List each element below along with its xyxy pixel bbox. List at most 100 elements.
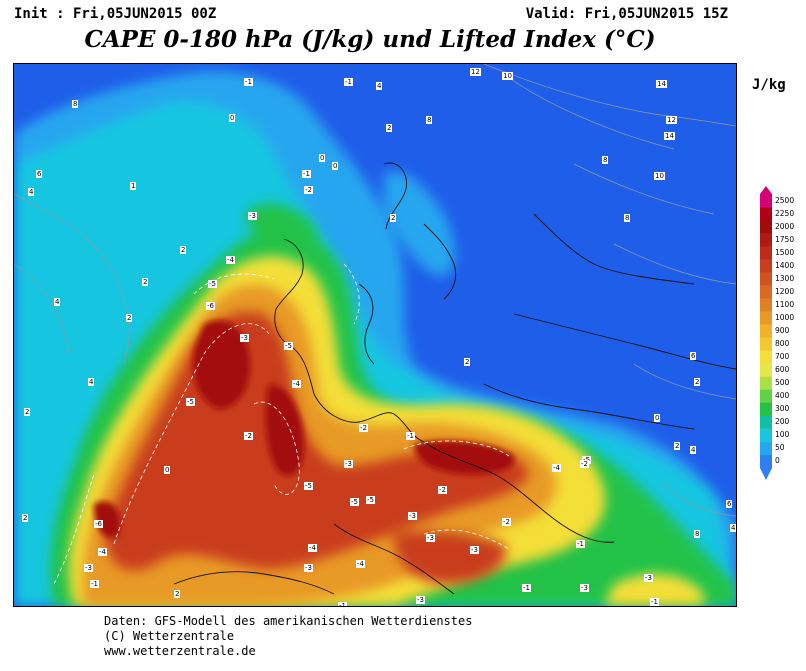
- legend-level-label: 0: [775, 456, 780, 466]
- legend-colorbar: [760, 186, 772, 480]
- li-label: -1: [244, 78, 253, 86]
- lifted-index-contours: [53, 263, 510, 585]
- cape-layer-dark: [94, 320, 515, 538]
- li-label: -3: [644, 574, 653, 582]
- li-label: 0: [654, 414, 661, 422]
- li-label: 4: [730, 524, 736, 532]
- li-label: -3: [84, 564, 93, 572]
- li-label: -1: [302, 170, 311, 178]
- legend-level-label: 600: [775, 365, 790, 375]
- li-label: 4: [376, 82, 383, 90]
- colorbar-swatch: [760, 441, 772, 456]
- colorbar-swatch: [760, 311, 772, 325]
- cape-map: -1 -1 0 0 -1 -2 -3 -4 -5 -6 -5 -4 -3 -2 -5 -6 -4 -3 -5 -4 -3…: [13, 63, 737, 607]
- li-label: -5: [350, 498, 359, 506]
- colorbar-cap-top: [760, 186, 772, 194]
- li-label: 2: [180, 246, 187, 254]
- li-label: 14: [656, 80, 667, 88]
- li-label: -5: [304, 482, 313, 490]
- legend-level-label: 1500: [775, 247, 795, 257]
- li-label: -4: [552, 464, 561, 472]
- footer: Daten: GFS-Modell des amerikanischen Wet…: [104, 614, 472, 659]
- footer-line1: Daten: GFS-Modell des amerikanischen Wet…: [104, 614, 473, 628]
- colorbar-swatch: [760, 233, 772, 247]
- colorbar-swatch: [760, 220, 772, 234]
- li-label: 6: [726, 500, 733, 508]
- li-label: 4: [54, 298, 61, 306]
- li-label: -3: [240, 334, 249, 342]
- legend-level-label: 200: [775, 417, 790, 427]
- legend-level-label: 2500: [775, 195, 795, 205]
- legend-level-label: 2250: [775, 208, 795, 218]
- colorbar-swatch: [760, 402, 772, 417]
- colorbar-swatch: [760, 350, 772, 365]
- li-label: 2: [126, 314, 133, 322]
- legend-level-label: 1200: [775, 286, 795, 296]
- li-label: 6: [36, 170, 43, 178]
- li-label: 2: [464, 358, 471, 366]
- li-label: 0: [332, 162, 339, 170]
- li-label: 4: [690, 446, 697, 454]
- li-label: 4: [28, 188, 35, 196]
- legend-level-label: 500: [775, 378, 790, 388]
- legend-level-label: 700: [775, 352, 790, 362]
- colorbar-swatch: [760, 272, 772, 286]
- colorbar-swatch: [760, 324, 772, 339]
- colorbar-swatch: [760, 207, 772, 221]
- li-label: -5: [284, 342, 293, 350]
- colorbar-swatch: [760, 259, 772, 273]
- li-label: -6: [94, 520, 103, 528]
- legend-level-label: 1100: [775, 299, 795, 309]
- li-label: 2: [674, 442, 681, 450]
- li-label: 8: [624, 214, 631, 222]
- li-label: 2: [694, 378, 701, 386]
- li-label: -1: [576, 540, 585, 548]
- li-label: -1: [522, 584, 531, 592]
- li-label: 2: [142, 278, 149, 286]
- li-label: -5: [366, 496, 375, 504]
- li-label: 2: [390, 214, 397, 222]
- li-label: -2: [304, 186, 313, 194]
- coastlines: [173, 162, 736, 595]
- li-label: -2: [359, 424, 368, 432]
- init-time: Init : Fri,05JUN2015 00Z: [14, 6, 217, 22]
- legend-level-label: 800: [775, 339, 790, 349]
- li-label: 2: [386, 124, 393, 132]
- li-label: -1: [90, 580, 99, 588]
- li-label: 1: [130, 182, 137, 190]
- li-label: -1: [338, 602, 347, 606]
- li-label: 8: [426, 116, 433, 124]
- li-label: -2: [580, 460, 589, 468]
- legend-level-label: 100: [775, 430, 790, 440]
- positive-li-contours: [14, 64, 736, 517]
- li-label: -2: [438, 486, 447, 494]
- li-label: -5: [186, 398, 195, 406]
- li-label: -3: [416, 596, 425, 604]
- footer-line3: www.wetterzentrale.de: [104, 644, 256, 658]
- legend-level-label: 1300: [775, 273, 795, 283]
- colorbar-swatch: [760, 298, 772, 312]
- valid-time: Valid: Fri,05JUN2015 15Z: [525, 6, 728, 22]
- li-label: -3: [580, 584, 589, 592]
- li-label: -3: [344, 460, 353, 468]
- cape-map-svg: [14, 64, 736, 606]
- li-label: -3: [304, 564, 313, 572]
- li-label: -6: [206, 302, 215, 310]
- li-label: 0: [229, 114, 236, 122]
- li-label: 0: [164, 466, 171, 474]
- legend-level-label: 300: [775, 404, 790, 414]
- li-label: 2: [22, 514, 29, 522]
- li-label: -1: [650, 598, 659, 606]
- footer-line2: (C) Wetterzentrale: [104, 629, 235, 643]
- li-label: -4: [226, 256, 235, 264]
- li-label: -1: [344, 78, 353, 86]
- map-title: CAPE 0-180 hPa (J/kg) und Lifted Index (…: [84, 26, 656, 53]
- li-label: 14: [664, 132, 675, 140]
- li-label: -4: [356, 560, 365, 568]
- li-label: 8: [694, 530, 701, 538]
- legend-level-label: 900: [775, 326, 790, 335]
- li-label: 8: [72, 100, 79, 108]
- legend-level-label: 1400: [775, 260, 795, 270]
- li-label: 12: [666, 116, 677, 124]
- li-label: 0: [319, 154, 326, 162]
